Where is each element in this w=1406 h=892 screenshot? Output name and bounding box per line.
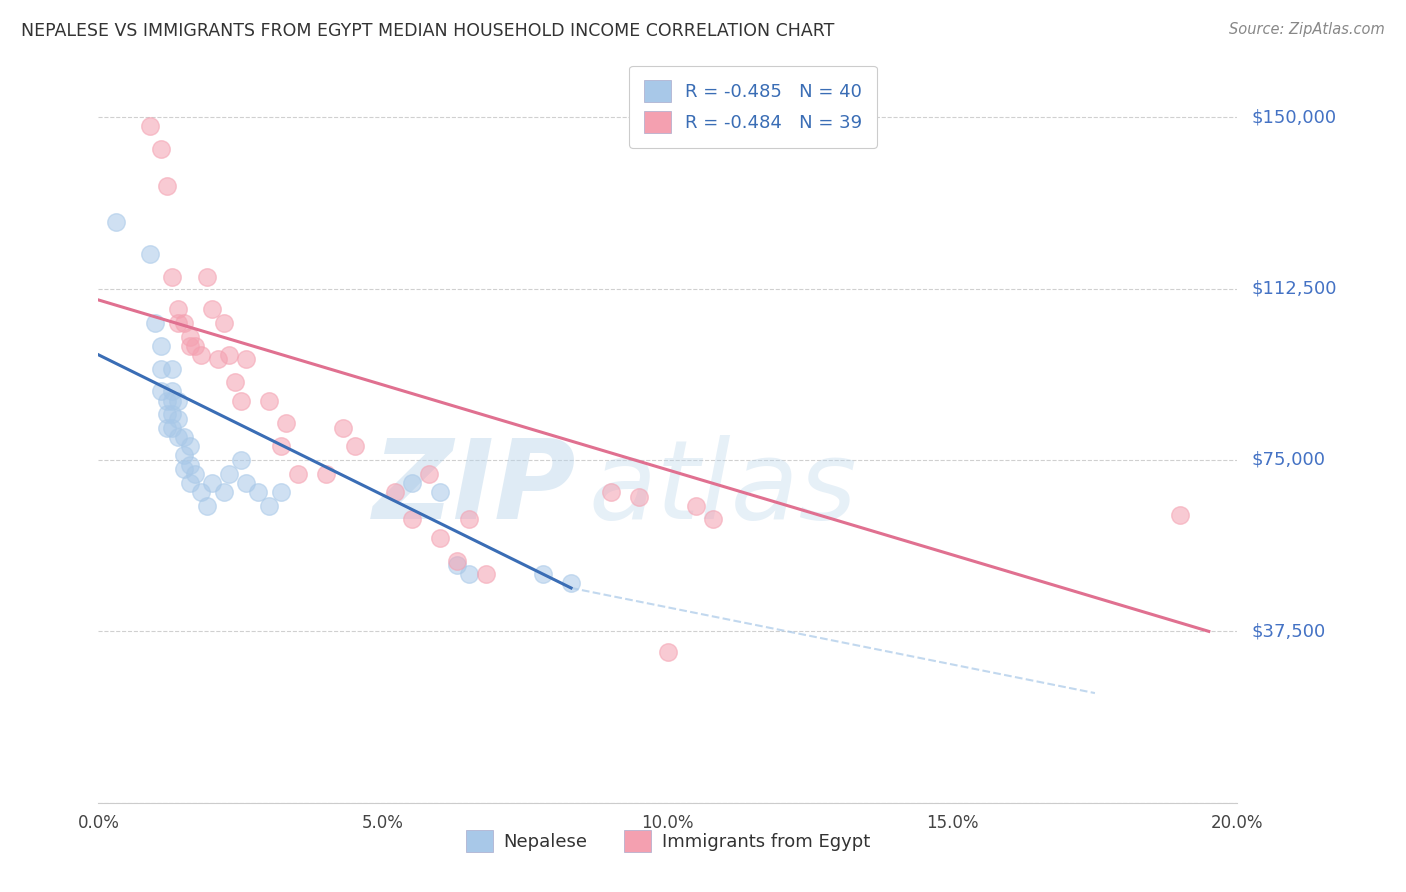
- Point: [173, 462, 195, 476]
- Text: $112,500: $112,500: [1251, 279, 1337, 298]
- Point: [179, 458, 201, 472]
- Point: [246, 484, 269, 499]
- Point: [657, 645, 679, 659]
- Point: [343, 439, 366, 453]
- Point: [270, 439, 292, 453]
- Text: $37,500: $37,500: [1251, 623, 1326, 640]
- Point: [156, 393, 179, 408]
- Point: [418, 467, 440, 481]
- Point: [235, 352, 257, 367]
- Point: [150, 142, 173, 156]
- Text: $75,000: $75,000: [1251, 451, 1326, 469]
- Point: [167, 316, 190, 330]
- Point: [195, 499, 218, 513]
- Point: [195, 270, 218, 285]
- Point: [474, 567, 496, 582]
- Point: [138, 247, 160, 261]
- Point: [229, 453, 252, 467]
- Point: [190, 484, 212, 499]
- Point: [212, 316, 235, 330]
- Text: $150,000: $150,000: [1251, 108, 1336, 126]
- Point: [173, 316, 195, 330]
- Point: [162, 361, 184, 376]
- Point: [184, 338, 207, 352]
- Point: [218, 348, 240, 362]
- Point: [429, 484, 451, 499]
- Point: [173, 430, 195, 444]
- Point: [218, 467, 240, 481]
- Point: [401, 475, 423, 490]
- Point: [201, 301, 224, 317]
- Point: [156, 178, 179, 193]
- Point: [150, 361, 173, 376]
- Point: [287, 467, 309, 481]
- Point: [167, 411, 190, 425]
- Point: [156, 407, 179, 421]
- Point: [201, 475, 224, 490]
- Point: [457, 512, 479, 526]
- Point: [446, 553, 468, 567]
- Point: [702, 512, 724, 526]
- Point: [162, 270, 184, 285]
- Legend: Nepalese, Immigrants from Egypt: Nepalese, Immigrants from Egypt: [458, 823, 877, 860]
- Point: [167, 301, 190, 317]
- Point: [384, 484, 406, 499]
- Point: [600, 484, 623, 499]
- Point: [156, 421, 179, 435]
- Point: [235, 475, 257, 490]
- Point: [184, 467, 207, 481]
- Point: [162, 407, 184, 421]
- Point: [457, 567, 479, 582]
- Point: [138, 119, 160, 133]
- Point: [162, 393, 184, 408]
- Point: [229, 393, 252, 408]
- Point: [212, 484, 235, 499]
- Point: [167, 430, 190, 444]
- Point: [145, 316, 167, 330]
- Point: [270, 484, 292, 499]
- Text: ZIP: ZIP: [373, 434, 576, 541]
- Point: [560, 576, 582, 591]
- Text: atlas: atlas: [588, 434, 856, 541]
- Point: [531, 567, 554, 582]
- Point: [162, 384, 184, 399]
- Point: [179, 439, 201, 453]
- Point: [179, 338, 201, 352]
- Point: [190, 348, 212, 362]
- Point: [207, 352, 229, 367]
- Point: [104, 215, 127, 229]
- Point: [685, 499, 707, 513]
- Point: [150, 338, 173, 352]
- Point: [259, 499, 281, 513]
- Point: [276, 417, 298, 431]
- Point: [628, 490, 651, 504]
- Point: [259, 393, 281, 408]
- Point: [1170, 508, 1192, 522]
- Point: [179, 329, 201, 343]
- Point: [401, 512, 423, 526]
- Point: [167, 393, 190, 408]
- Point: [446, 558, 468, 573]
- Text: Source: ZipAtlas.com: Source: ZipAtlas.com: [1229, 22, 1385, 37]
- Point: [150, 384, 173, 399]
- Point: [315, 467, 337, 481]
- Point: [332, 421, 354, 435]
- Point: [179, 475, 201, 490]
- Point: [173, 448, 195, 462]
- Point: [429, 531, 451, 545]
- Point: [162, 421, 184, 435]
- Point: [224, 375, 246, 389]
- Text: NEPALESE VS IMMIGRANTS FROM EGYPT MEDIAN HOUSEHOLD INCOME CORRELATION CHART: NEPALESE VS IMMIGRANTS FROM EGYPT MEDIAN…: [21, 22, 835, 40]
